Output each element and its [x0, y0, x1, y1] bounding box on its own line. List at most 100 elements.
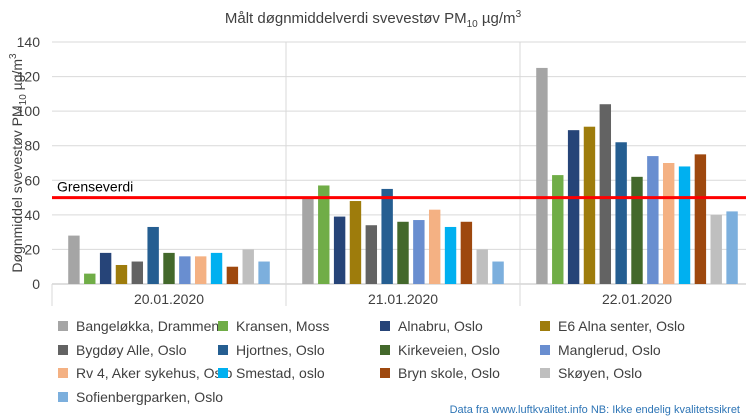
- legend-item: Hjortnes, Oslo: [218, 342, 325, 358]
- bar-0-9: [210, 252, 223, 284]
- legend-swatch: [380, 321, 390, 331]
- legend-swatch: [218, 344, 228, 355]
- threshold-group: Grenseverdi: [52, 179, 746, 200]
- x-tick-1: 21.01.2020: [368, 291, 438, 307]
- bar-1-8: [428, 209, 441, 284]
- chart-title: Målt døgnmiddelverdi svevestøv PM10 µg/m…: [225, 9, 522, 30]
- legend-label: Sofienbergparken, Oslo: [76, 388, 224, 405]
- title-subscript: 10: [467, 19, 479, 30]
- bar-2-10: [694, 154, 707, 284]
- bar-1-2: [333, 216, 346, 284]
- legend-label: Smestad, oslo: [236, 365, 325, 381]
- legend-item: Kransen, Moss: [218, 318, 329, 334]
- legend-swatch: [380, 368, 390, 378]
- bar-1-9: [444, 226, 457, 284]
- y-axis-label: Døgnmiddel svevestøv PM10 µg/m3: [8, 53, 29, 273]
- bar-0-1: [84, 273, 96, 284]
- legend-item: Smestad, oslo: [218, 365, 325, 381]
- bar-0-7: [179, 256, 191, 284]
- bar-0-5: [147, 226, 159, 284]
- ylabel-text: Døgnmiddel svevestøv PM: [9, 105, 25, 272]
- legend-item: Skøyen, Oslo: [540, 365, 642, 381]
- legend-label: Kirkeveien, Oslo: [398, 341, 500, 358]
- legend-label: Bryn skole, Oslo: [398, 365, 500, 381]
- legend-swatch: [58, 344, 68, 355]
- bar-1-4: [365, 225, 378, 284]
- bar-0-2: [99, 252, 112, 284]
- legend-swatch: [218, 321, 228, 331]
- bars: [68, 67, 738, 284]
- legend-swatch: [218, 368, 228, 378]
- bar-0-8: [194, 256, 207, 284]
- bar-2-9: [678, 166, 691, 284]
- threshold-label: Grenseverdi: [57, 179, 133, 195]
- legend-label: Hjortnes, Oslo: [236, 341, 325, 358]
- y-tick-120: 120: [17, 69, 41, 85]
- legend-label: E6 Alna senter, Oslo: [558, 318, 685, 334]
- legend-swatch: [58, 391, 68, 402]
- legend-item: Sofienbergparken, Oslo: [58, 389, 223, 405]
- y-tick-20: 20: [24, 241, 40, 257]
- bar-1-0: [302, 197, 314, 284]
- bar-1-1: [318, 185, 330, 284]
- y-tick-labels: 0 20 40 60 80 100 120 140: [17, 34, 41, 292]
- bar-0-12: [258, 261, 270, 284]
- bar-1-10: [460, 221, 473, 284]
- ylabel-subscript: 10: [18, 94, 29, 106]
- y-tick-0: 0: [32, 276, 40, 292]
- legend-swatch: [380, 344, 390, 355]
- bar-0-6: [163, 252, 175, 284]
- bar-2-5: [615, 142, 627, 284]
- title-text: Målt døgnmiddelverdi svevestøv PM: [225, 10, 467, 27]
- bar-2-7: [647, 156, 659, 284]
- source-note: Data fra www.luftkvalitet.info NB: Ikke …: [449, 404, 740, 416]
- bar-2-4: [599, 104, 612, 284]
- bar-1-3: [349, 201, 362, 284]
- ylabel-unit: µg/m: [9, 59, 25, 94]
- legend-swatch: [540, 368, 550, 378]
- legend-swatch: [58, 368, 68, 378]
- legend-swatch: [58, 321, 68, 331]
- legend-swatch: [540, 344, 550, 355]
- bar-0-11: [242, 249, 254, 284]
- legend-item: E6 Alna senter, Oslo: [540, 318, 685, 334]
- legend-swatch: [540, 321, 550, 331]
- legend-label: Rv 4, Aker sykehus, Oslo: [76, 365, 233, 381]
- y-tick-80: 80: [24, 138, 40, 154]
- bar-2-6: [631, 176, 643, 284]
- ylabel-superscript: 3: [8, 53, 19, 59]
- bar-1-5: [381, 188, 393, 284]
- y-tick-40: 40: [24, 207, 40, 223]
- legend-label: Manglerud, Oslo: [558, 341, 661, 358]
- bar-1-7: [413, 220, 425, 284]
- bar-2-1: [552, 175, 564, 284]
- bar-2-8: [662, 163, 675, 284]
- x-tick-0: 20.01.2020: [134, 291, 204, 307]
- legend-label: Kransen, Moss: [236, 318, 330, 334]
- bar-0-0: [68, 235, 80, 284]
- legend-label: Skøyen, Oslo: [558, 365, 643, 381]
- y-tick-100: 100: [17, 103, 41, 119]
- bar-1-12: [492, 261, 504, 284]
- legend-item: Bangeløkka, Drammen: [58, 318, 219, 334]
- legend-label: Alnabru, Oslo: [398, 318, 483, 334]
- y-tick-60: 60: [24, 172, 40, 188]
- legend-item: Kirkeveien, Oslo: [380, 342, 500, 358]
- bar-2-2: [567, 130, 580, 284]
- bar-2-0: [536, 67, 548, 284]
- bar-1-11: [476, 249, 488, 284]
- legend-label: Bygdøy Alle, Oslo: [76, 341, 187, 358]
- bar-2-11: [710, 214, 722, 284]
- x-tick-labels: 20.01.2020 21.01.2020 22.01.2020: [134, 291, 672, 307]
- legend-item: Rv 4, Aker sykehus, Oslo: [58, 365, 232, 381]
- x-tick-2: 22.01.2020: [602, 291, 672, 307]
- bar-2-3: [583, 126, 596, 284]
- bar-0-10: [226, 266, 239, 284]
- legend-item: Alnabru, Oslo: [380, 318, 483, 334]
- legend-item: Bryn skole, Oslo: [380, 365, 500, 381]
- bar-2-12: [726, 211, 738, 284]
- legend-label: Bangeløkka, Drammen: [76, 318, 220, 334]
- bar-chart: Målt døgnmiddelverdi svevestøv PM10 µg/m…: [8, 9, 746, 307]
- bar-1-6: [397, 221, 409, 284]
